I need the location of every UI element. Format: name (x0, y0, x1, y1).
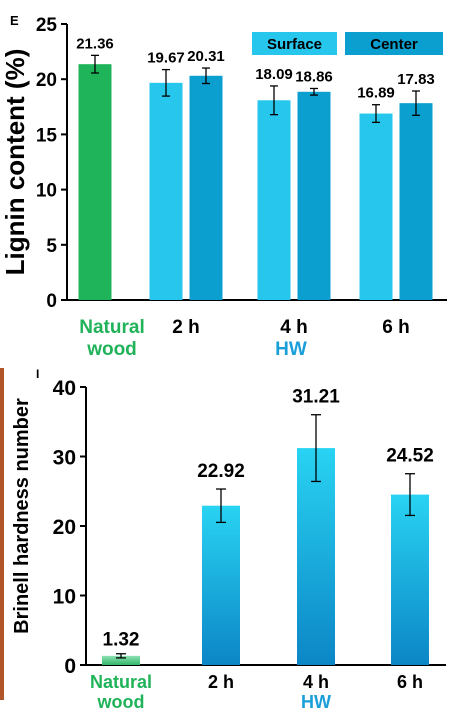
hardness-x-tick-label: 2 h (208, 672, 234, 692)
hardness-y-tick-label: 30 (53, 447, 76, 470)
lignin-value-label: 16.89 (357, 85, 395, 102)
lignin-y-tick-label: 10 (36, 181, 57, 202)
hardness-x-tick-label: Natural (90, 672, 152, 692)
lignin-bar (399, 103, 433, 300)
hardness-x-tick-label: 6 h (397, 672, 423, 692)
lignin-y-tick-label: 5 (46, 236, 57, 257)
hardness-y-axis-label: Brinell hardness number (11, 398, 33, 634)
lignin-x-tick-label: 2 h (172, 317, 199, 338)
lignin-x-tick-label: wood (86, 339, 137, 360)
decorative-strip (0, 368, 4, 700)
lignin-bar (149, 82, 183, 300)
legend-swatch (345, 32, 443, 55)
lignin-y-tick-label: 15 (36, 125, 58, 146)
legend-swatch (252, 32, 337, 55)
hardness-value-label: 24.52 (386, 446, 434, 467)
hardness-bar (202, 505, 240, 665)
lignin-x-tick-label: 6 h (382, 317, 409, 338)
hardness-value-label: 22.92 (197, 461, 245, 482)
lignin-x-tick-label: 4 h (280, 317, 307, 338)
lignin-legend: Surface Center (252, 32, 443, 55)
legend-label: Surface (267, 36, 322, 53)
lignin-value-label: 18.09 (255, 66, 293, 83)
hardness-chart: I Brinell hardness number 0 10 20 30 40 1.32… (0, 367, 446, 712)
lignin-bar (359, 113, 393, 301)
lignin-hw-caption: HW (275, 339, 307, 360)
hardness-value-label: 31.21 (292, 387, 340, 408)
hardness-bar (297, 448, 335, 665)
lignin-value-label: 17.83 (397, 71, 435, 88)
panel-letter-bottom: I (36, 367, 39, 381)
hardness-y-tick-label: 10 (53, 586, 76, 609)
lignin-y-tick-label: 20 (36, 70, 57, 91)
hardness-axes: 0 10 20 30 40 (53, 377, 446, 678)
hardness-x-tick-label: 4 h (303, 672, 329, 692)
hardness-bar (391, 494, 429, 665)
hardness-bars: 1.32 22.92 31.21 24.52 (102, 387, 434, 665)
lignin-chart: E Lignin content (%) 0 5 10 15 20 25 21.36 19.… (0, 13, 447, 360)
hardness-hw-caption: HW (301, 692, 331, 712)
lignin-value-label: 21.36 (76, 35, 114, 52)
hardness-y-tick-label: 40 (53, 377, 76, 400)
lignin-y-tick-label: 0 (46, 291, 57, 312)
lignin-y-tick-label: 25 (36, 15, 58, 36)
hardness-x-tick-label: wood (97, 692, 145, 712)
lignin-bar (257, 100, 291, 300)
lignin-value-label: 20.31 (187, 48, 225, 65)
panel-letter-top: E (10, 13, 19, 28)
hardness-y-tick-label: 20 (53, 516, 76, 539)
hardness-value-label: 1.32 (103, 630, 140, 651)
hardness-y-tick-label: 0 (64, 655, 76, 678)
lignin-bar (78, 64, 112, 300)
lignin-value-label: 18.86 (295, 68, 333, 85)
lignin-axes: 0 5 10 15 20 25 (36, 15, 447, 312)
legend-label: Center (370, 36, 418, 53)
lignin-value-label: 19.67 (147, 50, 185, 67)
lignin-x-tick-label: Natural (79, 317, 144, 338)
lignin-bar (297, 91, 331, 300)
lignin-y-axis-label: Lignin content (%) (0, 49, 30, 276)
hardness-bar (102, 655, 140, 665)
lignin-bar (189, 75, 223, 300)
